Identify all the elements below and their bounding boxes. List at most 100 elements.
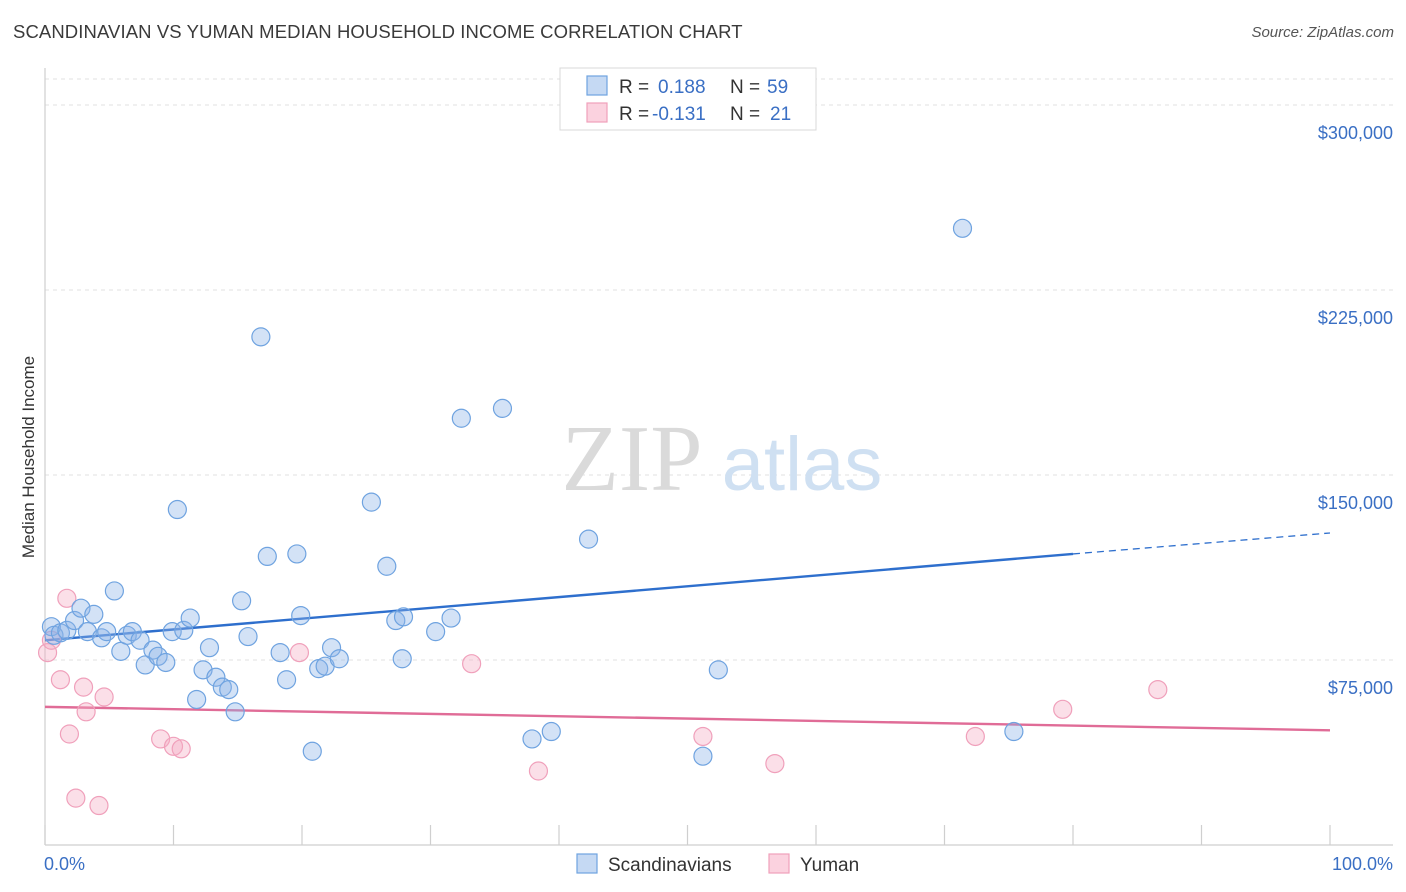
trendline-scandinavians-extension xyxy=(1072,532,1331,555)
trendline-scandinavians xyxy=(44,552,1074,642)
yuman-point-3 xyxy=(57,588,77,608)
legend-swatch-scandinavians xyxy=(586,75,608,96)
y-tick-label-1: $150,000 xyxy=(1318,493,1393,513)
legend-swatch-yuman xyxy=(586,102,608,123)
scandinavians-point-18 xyxy=(156,652,176,673)
bottom-legend-label-scandinavians: Scandinavians xyxy=(608,855,732,876)
y-tick-label-2: $225,000 xyxy=(1318,308,1393,328)
scandinavians-point-58 xyxy=(1004,721,1024,742)
scandinavians-point-41 xyxy=(321,638,342,658)
watermark: ZIP atlas xyxy=(562,407,883,511)
scandinavians-point-16 xyxy=(143,640,163,660)
scandinavians-point-32 xyxy=(251,327,271,347)
yuman-point-11 xyxy=(163,736,184,756)
scandinavians-point-29 xyxy=(225,702,245,722)
yuman-point-16 xyxy=(693,726,713,747)
scandinavians-point-20 xyxy=(167,499,187,520)
yuman-point-2 xyxy=(50,670,71,690)
yuman-point-9 xyxy=(94,687,114,707)
scandinavians-point-43 xyxy=(361,492,381,512)
x-tick-label-max: 100.0% xyxy=(1332,854,1393,874)
yuman-point-8 xyxy=(89,795,109,816)
chart-source: Source: ZipAtlas.com xyxy=(1251,24,1394,41)
chart-title: SCANDINAVIAN VS YUMAN MEDIAN HOUSEHOLD I… xyxy=(13,21,743,42)
legend-r-label-1: R = xyxy=(619,77,649,98)
scandinavians-point-38 xyxy=(302,741,322,761)
scandinavians-point-52 xyxy=(522,729,542,749)
yuman-point-14 xyxy=(462,654,482,674)
scandinavians-point-36 xyxy=(287,544,307,564)
watermark-atlas: atlas xyxy=(722,422,883,507)
scandinavians-point-48 xyxy=(426,622,446,642)
scandinavians-point-21 xyxy=(174,620,194,641)
scandinavians-point-9 xyxy=(97,622,117,642)
legend-box: R = 0.188 N = 59 R = -0.131 N = 21 xyxy=(559,67,817,131)
yuman-point-0 xyxy=(37,642,58,663)
scandinavians-point-55 xyxy=(693,746,713,766)
scandinavians-point-23 xyxy=(187,689,207,710)
trendline-yuman xyxy=(44,705,1331,732)
yuman-point-5 xyxy=(66,788,86,808)
bottom-legend-label-yuman: Yuman xyxy=(800,855,859,876)
y-tick-label-3: $300,000 xyxy=(1318,123,1393,143)
scandinavians-point-10 xyxy=(104,581,124,601)
gridlines xyxy=(45,78,1393,661)
bottom-legend-swatch-yuman xyxy=(768,853,790,874)
scandinavians-point-7 xyxy=(84,604,104,624)
yuman-point-18 xyxy=(965,726,985,747)
scandinavians-point-22 xyxy=(180,608,200,628)
yuman-point-6 xyxy=(73,677,94,697)
scandinavians-point-11 xyxy=(111,641,131,661)
scandinavians-point-47 xyxy=(393,607,414,627)
scandinavians-point-28 xyxy=(219,679,239,700)
legend-r-label-2: R = xyxy=(619,104,649,125)
scandinavians-point-30 xyxy=(232,591,252,611)
series-yuman-points xyxy=(37,588,1168,816)
scandinavians-point-4 xyxy=(64,610,85,631)
scandinavians-point-35 xyxy=(276,670,297,690)
y-tick-labels: $75,000 $150,000 $225,000 $300,000 xyxy=(1318,123,1393,698)
x-ticks xyxy=(44,825,1331,845)
scandinavians-point-54 xyxy=(578,529,599,549)
x-tick-label-min: 0.0% xyxy=(44,854,85,874)
scandinavians-point-14 xyxy=(130,630,150,650)
scandinavians-point-50 xyxy=(451,408,471,428)
scandinavians-point-34 xyxy=(270,642,290,663)
scandinavians-point-46 xyxy=(392,649,412,669)
y-axis-label: Median Household Income xyxy=(19,356,38,558)
yuman-point-20 xyxy=(1148,679,1168,700)
scandinavians-point-26 xyxy=(206,667,226,687)
scandinavians-point-57 xyxy=(952,218,973,238)
legend-r-value-1: 0.188 xyxy=(658,77,706,98)
yuman-point-4 xyxy=(59,724,80,744)
yuman-point-15 xyxy=(528,761,549,781)
legend-n-label-2: N = xyxy=(730,104,760,125)
scandinavians-point-44 xyxy=(377,556,397,576)
scandinavians-point-56 xyxy=(708,660,728,680)
scandinavians-point-12 xyxy=(117,625,137,645)
scandinavians-point-6 xyxy=(77,622,98,642)
bottom-legend-swatch-scandinavians xyxy=(576,853,598,874)
yuman-point-19 xyxy=(1053,699,1073,719)
scandinavians-point-49 xyxy=(441,608,461,628)
yuman-point-13 xyxy=(289,642,310,663)
scandinavians-point-51 xyxy=(492,398,513,418)
legend-n-value-1: 59 xyxy=(767,77,788,98)
axes xyxy=(44,68,1393,846)
scandinavians-point-8 xyxy=(91,628,112,648)
series-scandinavians-points xyxy=(41,218,1024,766)
scandinavians-point-33 xyxy=(257,546,277,567)
y-tick-label-0: $75,000 xyxy=(1328,678,1393,698)
yuman-point-12 xyxy=(171,739,191,759)
yuman-point-7 xyxy=(76,702,96,722)
scandinavians-point-37 xyxy=(291,605,311,626)
legend-n-value-2: 21 xyxy=(770,104,791,125)
yuman-point-17 xyxy=(765,753,785,774)
bottom-legend: Scandinavians Yuman xyxy=(576,853,859,876)
watermark-zip: ZIP xyxy=(562,407,703,511)
scandinavians-point-25 xyxy=(199,638,220,658)
legend-r-value-2: -0.131 xyxy=(652,104,706,125)
scandinavians-point-3 xyxy=(57,620,77,641)
scandinavians-point-42 xyxy=(329,649,349,669)
